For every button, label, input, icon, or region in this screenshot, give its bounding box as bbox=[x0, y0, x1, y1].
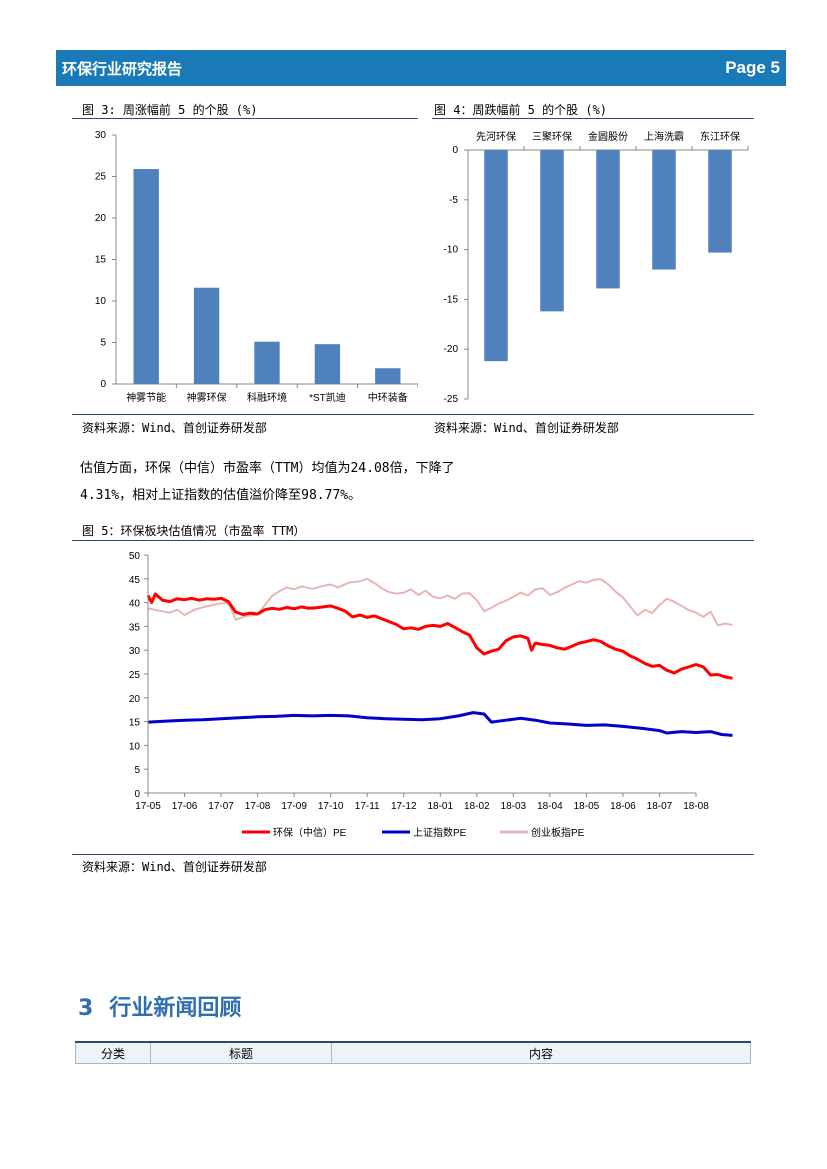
fig3-y-tick-label: 25 bbox=[95, 172, 107, 183]
fig5-x-tick-label: 17-11 bbox=[355, 801, 380, 812]
fig5-x-tick-label: 17-06 bbox=[172, 801, 198, 812]
fig3-category-label: *ST凯迪 bbox=[309, 391, 346, 404]
fig3-top-rule bbox=[72, 118, 418, 119]
fig3-bar bbox=[314, 344, 341, 384]
fig34-bottom-rule bbox=[72, 414, 754, 415]
fig5-y-tick-label: 30 bbox=[129, 646, 141, 657]
fig3-y-tick-label: 20 bbox=[95, 213, 107, 224]
fig5-y-tick-label: 0 bbox=[134, 789, 140, 800]
section-number: 3 bbox=[78, 996, 94, 1021]
fig5-series-line bbox=[147, 577, 733, 627]
fig5-x-tick-label: 17-10 bbox=[318, 801, 344, 812]
fig4-category-label: 三聚环保 bbox=[532, 130, 572, 143]
fig5-x-tick-label: 18-08 bbox=[683, 801, 709, 812]
fig5-x-tick-label: 18-05 bbox=[574, 801, 600, 812]
fig4-bar bbox=[652, 150, 676, 270]
fig4-bar bbox=[708, 150, 732, 253]
fig4-top-rule bbox=[432, 118, 754, 119]
fig5-x-tick-label: 18-01 bbox=[427, 801, 453, 812]
fig5-y-tick-label: 40 bbox=[129, 599, 141, 610]
fig4-bar bbox=[596, 150, 620, 289]
news-table: 分类 标题 内容 bbox=[75, 1041, 751, 1064]
fig5-y-tick-label: 25 bbox=[129, 670, 141, 681]
fig4-y-tick-label: -10 bbox=[444, 245, 459, 256]
fig5-x-tick-label: 18-02 bbox=[464, 801, 490, 812]
report-header: 环保行业研究报告 Page 5 bbox=[56, 50, 786, 86]
news-table-header-row: 分类 标题 内容 bbox=[75, 1041, 751, 1064]
fig4-bar bbox=[540, 150, 564, 312]
fig5-legend-label: 环保（中信）PE bbox=[273, 826, 347, 839]
fig5-y-tick-label: 50 bbox=[129, 551, 141, 562]
fig4-source: 资料来源：Wind、首创证券研发部 bbox=[434, 421, 619, 435]
fig5-y-tick-label: 5 bbox=[134, 765, 140, 776]
fig3-y-tick-label: 30 bbox=[95, 130, 107, 141]
fig5-chart: 0 5 10 15 20 25 30 35 40 45 50 17-05 17-06 17-07 17-08… bbox=[129, 551, 733, 839]
section-heading: 3 行业新闻回顾 bbox=[78, 990, 241, 1022]
fig5-y-tick-label: 45 bbox=[129, 575, 141, 586]
fig5-legend-label: 创业板指PE bbox=[531, 826, 585, 839]
fig3-chart: 0 5 10 15 20 25 30 神雾节能 神雾环保 科融环境 *ST凯迪 中环装备 bbox=[95, 130, 418, 404]
fig4-y-tick-label: -5 bbox=[449, 195, 458, 206]
fig3-bar bbox=[133, 169, 159, 384]
fig3-category-label: 神雾环保 bbox=[187, 391, 227, 404]
fig5-legend-label: 上证指数PE bbox=[413, 826, 467, 839]
fig4-bar bbox=[484, 150, 508, 362]
fig5-x-tick-label: 17-07 bbox=[208, 801, 234, 812]
fig4-category-label: 上海洗霸 bbox=[644, 130, 684, 143]
fig4-caption: 图 4：周跌幅前 5 的个股 (%) bbox=[434, 103, 608, 117]
fig4-y-tick-label: -25 bbox=[444, 394, 459, 405]
fig3-source: 资料来源：Wind、首创证券研发部 bbox=[82, 421, 267, 435]
fig3-y-tick-label: 0 bbox=[100, 379, 106, 390]
fig3-y-tick-label: 5 bbox=[100, 338, 106, 349]
body-paragraph-line2: 4.31%，相对上证指数的估值溢价降至98.77%。 bbox=[80, 488, 362, 503]
fig5-x-tick-label: 18-07 bbox=[647, 801, 673, 812]
fig5-series-line bbox=[147, 711, 733, 737]
fig5-x-tick-label: 18-04 bbox=[537, 801, 563, 812]
fig5-x-tick-label: 18-03 bbox=[501, 801, 527, 812]
fig4-category-label: 金圆股份 bbox=[588, 130, 628, 143]
fig3-bar bbox=[193, 287, 220, 384]
fig5-x-tick-label: 17-12 bbox=[391, 801, 417, 812]
fig3-category-label: 科融环境 bbox=[247, 391, 287, 404]
fig3-y-tick-label: 15 bbox=[95, 255, 107, 266]
report-title: 环保行业研究报告 bbox=[62, 59, 183, 78]
fig4-y-tick-label: 0 bbox=[452, 145, 458, 156]
fig4-y-tick-label: -15 bbox=[444, 294, 459, 305]
fig5-y-tick-label: 20 bbox=[129, 694, 141, 705]
fig5-y-tick-label: 15 bbox=[129, 718, 141, 729]
fig5-bottom-rule bbox=[72, 854, 754, 855]
fig3-bar bbox=[375, 368, 401, 384]
fig5-x-tick-label: 18-06 bbox=[610, 801, 636, 812]
fig5-y-tick-label: 35 bbox=[129, 622, 141, 633]
fig5-series-line bbox=[146, 592, 733, 680]
fig5-x-tick-label: 17-08 bbox=[245, 801, 271, 812]
col-header-category: 分类 bbox=[75, 1041, 151, 1064]
col-header-title: 标题 bbox=[150, 1041, 332, 1064]
fig3-bar bbox=[254, 341, 280, 384]
fig3-category-label: 中环装备 bbox=[368, 391, 408, 404]
fig4-category-label: 先河环保 bbox=[476, 130, 516, 143]
fig4-category-label: 东江环保 bbox=[700, 130, 740, 143]
fig3-y-tick-label: 10 bbox=[95, 296, 107, 307]
fig3-category-label: 神雾节能 bbox=[126, 391, 166, 404]
fig5-y-tick-label: 10 bbox=[129, 741, 141, 752]
fig5-x-tick-label: 17-05 bbox=[135, 801, 161, 812]
fig3-caption: 图 3: 周涨幅前 5 的个股 (%) bbox=[82, 103, 258, 117]
fig4-chart: 0 -5 -10 -15 -20 -25 先河环保 三聚环保 金圆股份 上海洗霸 东江环保 bbox=[444, 130, 749, 405]
fig4-y-tick-label: -20 bbox=[444, 344, 459, 355]
body-paragraph-line1: 估值方面，环保（中信）市盈率（TTM）均值为24.08倍，下降了 bbox=[80, 461, 455, 476]
page-number: Page 5 bbox=[725, 58, 780, 77]
col-header-content: 内容 bbox=[331, 1041, 751, 1064]
section-title: 行业新闻回顾 bbox=[109, 996, 242, 1021]
fig5-x-tick-label: 17-09 bbox=[281, 801, 307, 812]
fig5-source: 资料来源：Wind、首创证券研发部 bbox=[82, 860, 267, 874]
fig5-caption: 图 5：环保板块估值情况（市盈率 TTM） bbox=[82, 524, 306, 538]
fig5-top-rule bbox=[72, 540, 754, 541]
